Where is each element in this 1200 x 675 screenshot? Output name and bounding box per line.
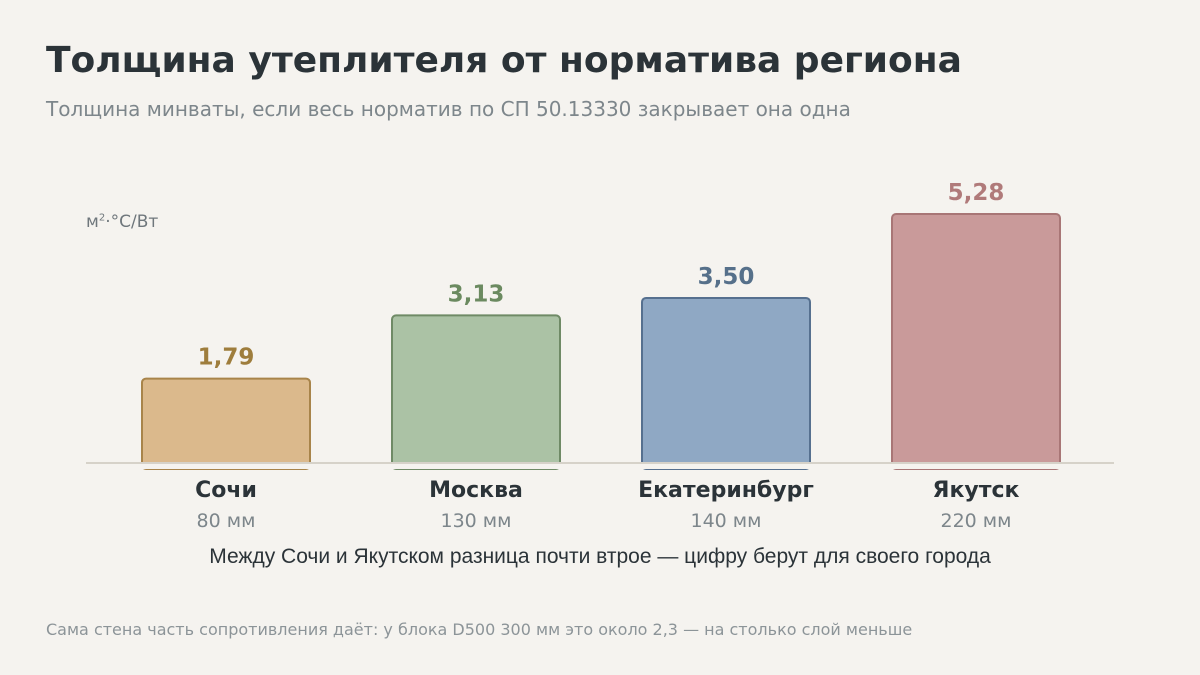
category-label: Москва [429,478,523,503]
unit-base: м [86,212,99,232]
baseline-mask [86,463,1114,469]
bar [141,377,311,471]
bar [391,314,561,471]
bar [641,296,811,470]
bar-value-label: 1,79 [198,345,255,371]
bar-chart: 1,79 Сочи 80 мм 3,13 Москва 130 мм 3,50 Екатери… [86,180,1114,532]
chart-footnote: Сама стена часть сопротивления даёт: у б… [46,620,913,639]
unit-exponent: 2 [98,212,106,224]
category-sublabel: 140 мм [691,510,762,532]
category-label: Екатеринбург [638,478,814,503]
bar-value-label: 5,28 [948,180,1005,206]
chart-note: Между Сочи и Якутском разница почти втро… [209,545,991,568]
y-axis-unit-label: м2·°C/Вт [86,212,158,232]
chart-title: Толщина утеплителя от норматива региона [46,40,962,81]
bar-value-label: 3,50 [698,264,755,290]
category-label: Якутск [933,478,1020,503]
category-label: Сочи [195,478,257,503]
category-sublabel: 130 мм [441,510,512,532]
bar [891,213,1061,470]
bar-value-label: 3,13 [448,281,505,307]
chart-subtitle: Толщина минваты, если весь норматив по С… [46,97,851,121]
category-sublabel: 220 мм [941,510,1012,532]
category-sublabel: 80 мм [197,510,256,532]
unit-rest: ·°C/Вт [105,212,159,232]
